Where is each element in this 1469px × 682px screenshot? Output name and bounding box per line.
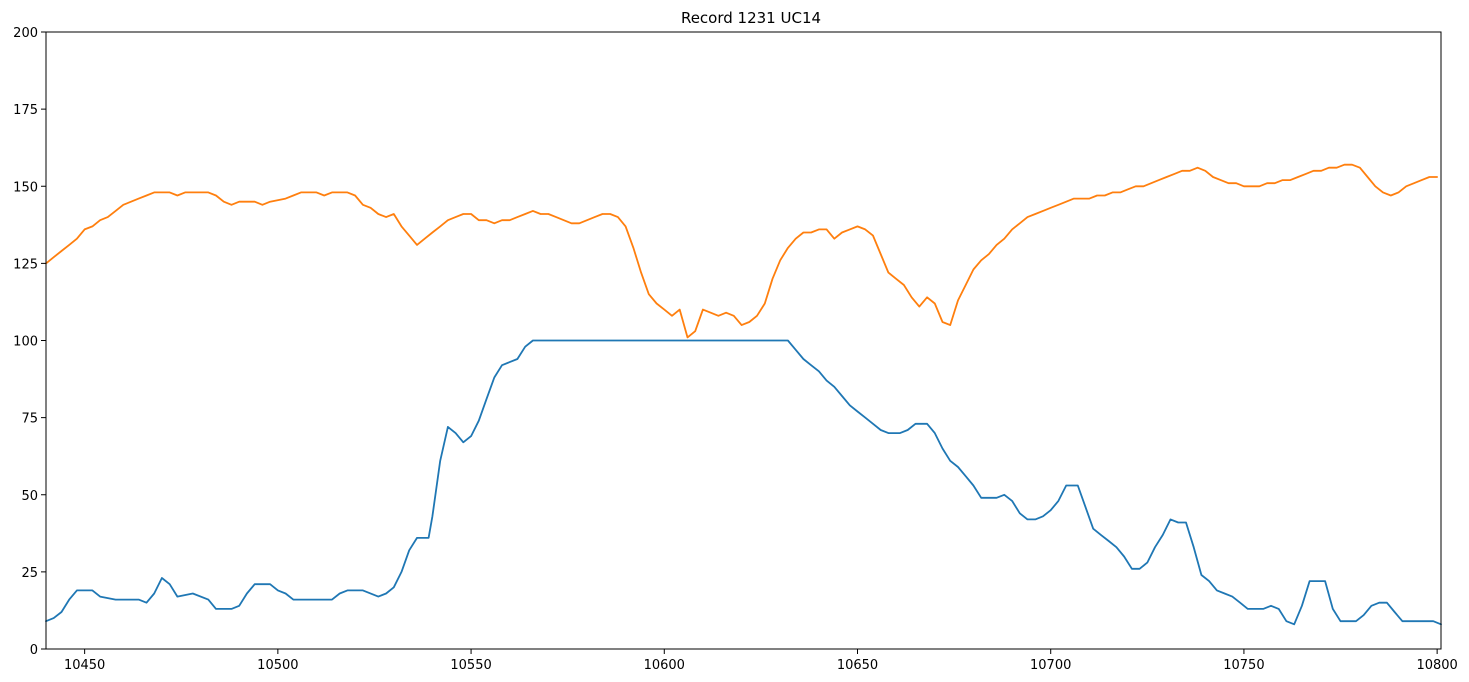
y-tick-label: 75 — [21, 412, 38, 427]
y-tick-label: 200 — [13, 26, 38, 41]
x-tick-label: 10450 — [64, 658, 105, 673]
plot-frame — [45, 31, 1442, 650]
x-tick-label: 10550 — [450, 658, 491, 673]
y-tick-label: 175 — [13, 103, 38, 118]
y-tick-label: 125 — [13, 257, 38, 272]
x-tick-label: 10600 — [644, 658, 685, 673]
x-tick-label: 10750 — [1223, 658, 1264, 673]
y-axis: 0 25 50 75 100 125 150 175 200 — [13, 26, 46, 658]
y-tick-label: 150 — [13, 180, 38, 195]
y-tick-label: 25 — [21, 566, 38, 581]
x-tick-label: 10700 — [1030, 658, 1071, 673]
x-tick-label: 10650 — [837, 658, 878, 673]
series-line-1 — [45, 339, 1442, 626]
y-tick-label: 50 — [21, 489, 38, 504]
x-tick-label: 10800 — [1416, 658, 1457, 673]
x-axis: 10450 10500 10550 10600 10650 10700 10750 10800 — [64, 649, 1458, 673]
series-line-2 — [45, 163, 1438, 339]
chart-title: Record 1231 UC14 — [681, 9, 821, 27]
series-layer — [45, 163, 1442, 626]
y-tick-label: 0 — [30, 643, 38, 658]
y-tick-label: 100 — [13, 335, 38, 350]
x-tick-label: 10500 — [257, 658, 298, 673]
